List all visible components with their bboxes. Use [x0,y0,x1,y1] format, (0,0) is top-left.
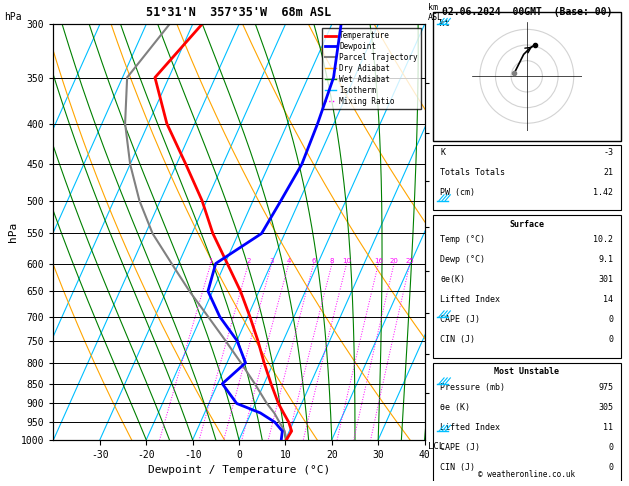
Text: 51°31'N  357°35'W  68m ASL: 51°31'N 357°35'W 68m ASL [147,6,331,19]
Text: LCL: LCL [428,442,444,451]
Bar [433,145,621,210]
Text: 14: 14 [603,295,613,304]
Text: 10.2: 10.2 [593,235,613,244]
Text: 0: 0 [608,443,613,452]
Text: 02.06.2024  00GMT  (Base: 00): 02.06.2024 00GMT (Base: 00) [442,7,612,17]
Text: 2: 2 [246,258,250,263]
Text: hPa: hPa [8,222,18,242]
Text: 16: 16 [374,258,383,263]
Text: 305: 305 [598,403,613,412]
Text: Totals Totals: Totals Totals [440,168,506,177]
Text: km
ASL: km ASL [428,3,443,22]
Text: 8: 8 [330,258,334,263]
Text: hPa: hPa [4,12,21,22]
X-axis label: Dewpoint / Temperature (°C): Dewpoint / Temperature (°C) [148,465,330,475]
Text: 3: 3 [269,258,274,263]
Text: 0: 0 [608,335,613,345]
Text: Temp (°C): Temp (°C) [440,235,486,244]
Text: 21: 21 [603,168,613,177]
Y-axis label: Mixing Ratio (g/kg): Mixing Ratio (g/kg) [442,176,452,288]
Text: 301: 301 [598,276,613,284]
Text: K: K [440,148,445,157]
Text: -3: -3 [603,148,613,157]
Text: CIN (J): CIN (J) [440,335,476,345]
Text: Most Unstable: Most Unstable [494,367,559,376]
Text: 11: 11 [603,423,613,432]
Text: 25: 25 [406,258,415,263]
Text: 20: 20 [389,258,398,263]
Text: 1.42: 1.42 [593,188,613,197]
Text: 975: 975 [598,383,613,392]
Legend: Temperature, Dewpoint, Parcel Trajectory, Dry Adiabat, Wet Adiabat, Isotherm, Mi: Temperature, Dewpoint, Parcel Trajectory… [321,28,421,109]
Text: θe (K): θe (K) [440,403,470,412]
Text: PW (cm): PW (cm) [440,188,476,197]
Bar [433,215,621,358]
Text: Pressure (mb): Pressure (mb) [440,383,506,392]
Text: Surface: Surface [509,220,544,228]
Text: 4: 4 [287,258,291,263]
Text: CIN (J): CIN (J) [440,463,476,472]
Text: 1: 1 [209,258,213,263]
Text: © weatheronline.co.uk: © weatheronline.co.uk [478,470,576,479]
Text: Lifted Index: Lifted Index [440,423,501,432]
Text: CAPE (J): CAPE (J) [440,443,481,452]
Text: θe(K): θe(K) [440,276,465,284]
Text: 0: 0 [608,315,613,324]
Text: Dewp (°C): Dewp (°C) [440,255,486,264]
Text: 10: 10 [342,258,351,263]
Bar [433,363,621,486]
Text: CAPE (J): CAPE (J) [440,315,481,324]
Bar [433,12,621,140]
Text: Lifted Index: Lifted Index [440,295,501,304]
Text: 0: 0 [608,463,613,472]
Text: kt: kt [438,19,449,28]
Text: 6: 6 [311,258,316,263]
Text: 9.1: 9.1 [598,255,613,264]
